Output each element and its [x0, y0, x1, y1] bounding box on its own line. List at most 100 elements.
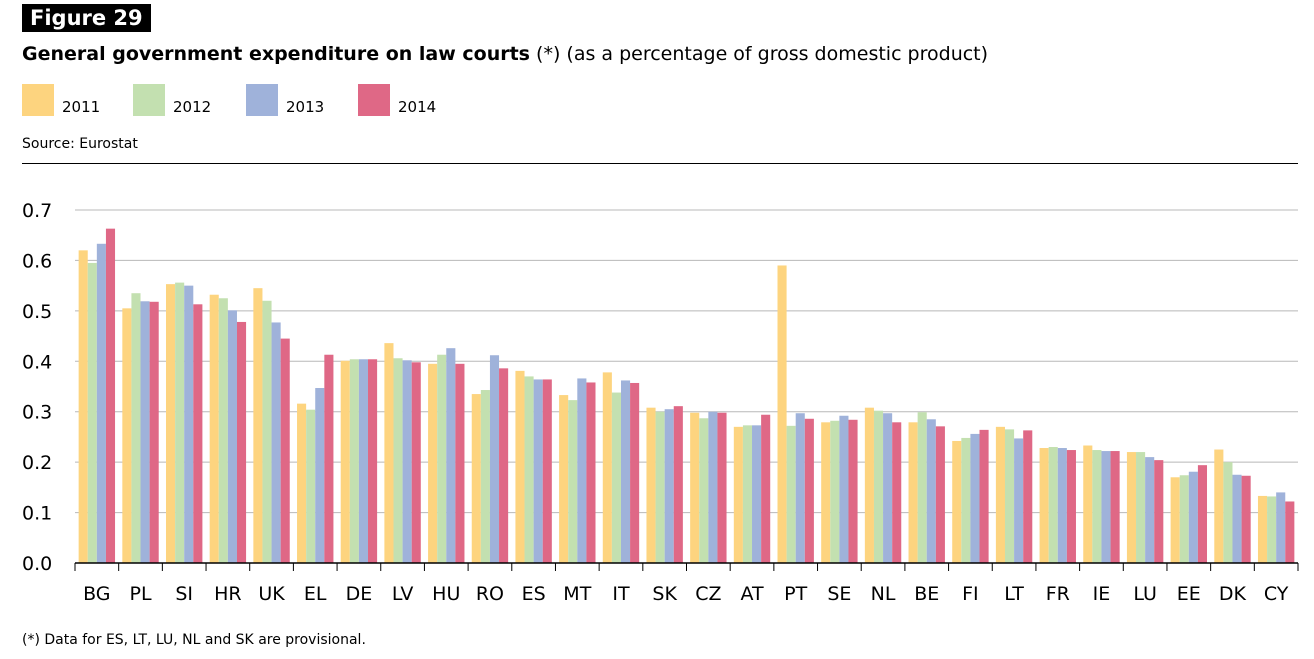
x-tick-label: SI — [175, 583, 193, 605]
bar-PL-2011 — [122, 308, 132, 563]
x-tick-label: AT — [740, 583, 764, 605]
bar-FI-2011 — [952, 440, 962, 563]
bar-HU-2013 — [446, 348, 456, 563]
bar-UK-2012 — [262, 300, 272, 563]
bar-LU-2011 — [1126, 452, 1137, 563]
figure-label: Figure 29 — [22, 4, 151, 32]
bar-RO-2011 — [471, 394, 481, 563]
legend-swatch-2011 — [22, 84, 54, 116]
bar-LT-2011 — [995, 426, 1005, 563]
bar-AT-2013 — [752, 425, 762, 563]
x-tick-label: UK — [258, 583, 285, 605]
x-tick-label: CZ — [695, 583, 721, 605]
x-tick-label: FR — [1046, 583, 1070, 605]
legend-swatch-2013 — [246, 84, 278, 116]
x-tick-label: PL — [129, 583, 151, 605]
bar-IE-2012 — [1092, 450, 1102, 563]
bar-BE-2012 — [917, 412, 927, 563]
bar-BG-2012 — [87, 262, 97, 563]
bar-LV-2011 — [384, 343, 394, 563]
bar-RO-2012 — [480, 390, 490, 563]
bar-HU-2014 — [455, 363, 465, 563]
bar-CZ-2013 — [708, 411, 718, 563]
bar-BG-2013 — [96, 243, 106, 563]
bar-IT-2011 — [602, 372, 612, 563]
x-tick-label: IT — [612, 583, 630, 605]
bar-FR-2011 — [1039, 448, 1049, 563]
bar-MT-2014 — [586, 382, 596, 563]
bar-LU-2014 — [1154, 460, 1164, 563]
bar-FI-2013 — [970, 433, 980, 563]
x-tick-label: BE — [914, 583, 939, 605]
bar-CZ-2014 — [717, 412, 727, 563]
x-tick-label: MT — [563, 583, 591, 605]
x-tick-label: HR — [214, 583, 242, 605]
bar-IT-2013 — [620, 380, 631, 563]
bar-NL-2013 — [883, 413, 893, 563]
bar-LT-2012 — [1004, 429, 1015, 563]
chart-title: General government expenditure on law co… — [22, 41, 988, 67]
bar-CZ-2011 — [690, 412, 700, 563]
x-tick-label: LT — [1004, 583, 1024, 605]
bar-BG-2011 — [78, 250, 88, 563]
x-tick-label: SK — [652, 583, 677, 605]
bar-DK-2013 — [1232, 474, 1242, 563]
x-tick-label: DK — [1219, 583, 1247, 605]
bars — [78, 228, 1295, 563]
bar-PT-2013 — [795, 413, 805, 563]
legend-label-2014: 2014 — [398, 98, 437, 116]
bar-NL-2012 — [873, 410, 884, 563]
bar-UK-2013 — [271, 322, 281, 563]
bar-PL-2012 — [131, 293, 141, 563]
legend-swatch-2012 — [133, 84, 165, 116]
bar-CY-2014 — [1285, 501, 1295, 563]
chart-title-sub: (*) (as a percentage of gross domestic p… — [536, 43, 989, 65]
bar-BE-2011 — [908, 422, 918, 563]
x-tick-label: LU — [1133, 583, 1157, 605]
x-tick-label: SE — [827, 583, 851, 605]
bar-DK-2012 — [1223, 462, 1233, 563]
bar-BG-2014 — [105, 228, 116, 563]
bar-DE-2012 — [349, 359, 359, 563]
bar-SI-2012 — [175, 282, 185, 563]
legend-label-2011: 2011 — [62, 98, 101, 116]
bar-HR-2011 — [209, 294, 219, 563]
bar-MT-2012 — [568, 400, 578, 563]
x-tick-label: FI — [962, 583, 979, 605]
bar-DE-2011 — [340, 360, 350, 563]
bar-LV-2014 — [411, 362, 421, 563]
bar-LT-2013 — [1014, 438, 1024, 563]
bar-EL-2011 — [297, 403, 307, 563]
bar-DK-2011 — [1214, 449, 1224, 563]
bar-LV-2013 — [402, 360, 412, 563]
x-tick-label: BG — [83, 583, 110, 605]
bar-PT-2011 — [777, 265, 787, 563]
bar-IE-2011 — [1083, 445, 1093, 563]
legend-swatch-2014 — [358, 84, 390, 116]
bar-PL-2013 — [140, 301, 150, 563]
bar-AT-2012 — [742, 425, 753, 563]
x-tick-label: PT — [784, 583, 807, 605]
bar-PT-2014 — [804, 418, 814, 563]
bar-SE-2011 — [821, 422, 831, 563]
bar-DK-2014 — [1241, 475, 1251, 563]
bar-SK-2013 — [664, 409, 674, 563]
bar-HR-2013 — [227, 310, 237, 563]
x-tick-label: CY — [1264, 583, 1289, 605]
chart-title-main: General government expenditure on law co… — [22, 43, 530, 65]
bar-NL-2014 — [892, 422, 902, 563]
bar-EE-2013 — [1188, 471, 1198, 563]
bar-MT-2011 — [559, 395, 569, 563]
x-tick-label: EE — [1177, 583, 1201, 605]
bar-CY-2013 — [1276, 492, 1286, 563]
bar-AT-2014 — [761, 414, 771, 563]
bar-EL-2013 — [315, 388, 325, 563]
bar-HU-2012 — [437, 354, 447, 563]
bar-IT-2014 — [630, 382, 640, 563]
bar-EE-2014 — [1197, 465, 1208, 563]
bar-FI-2014 — [979, 429, 989, 563]
bar-CY-2011 — [1257, 495, 1268, 563]
bar-RO-2013 — [489, 355, 500, 563]
bar-LV-2012 — [393, 358, 403, 563]
bar-ES-2012 — [524, 376, 534, 563]
